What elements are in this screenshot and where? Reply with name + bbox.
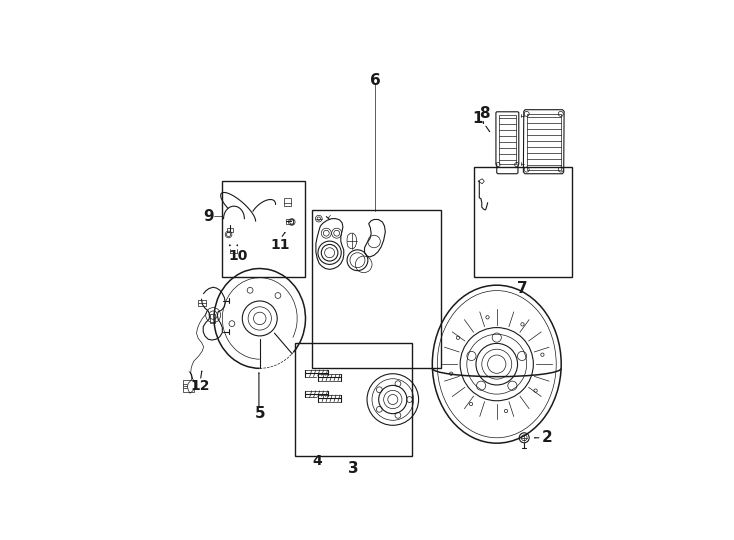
Text: 8: 8 [479, 106, 490, 122]
Bar [295, 343, 412, 456]
Bar [284, 198, 291, 206]
Text: 2: 2 [541, 430, 552, 445]
Text: 6: 6 [370, 73, 381, 87]
Bar [474, 167, 572, 277]
Text: 10: 10 [228, 249, 248, 263]
Bar [198, 300, 206, 306]
Bar [222, 181, 305, 277]
Bar [210, 314, 215, 322]
Text: 12: 12 [191, 379, 210, 393]
Text: 1: 1 [473, 111, 483, 126]
Bar [184, 380, 194, 392]
Bar [312, 210, 440, 368]
Text: 11: 11 [270, 238, 289, 252]
Text: 3: 3 [348, 462, 359, 476]
Text: 7: 7 [517, 281, 528, 295]
Bar [227, 228, 233, 232]
Text: 5: 5 [255, 406, 266, 421]
Bar [286, 219, 293, 224]
Text: 4: 4 [312, 455, 322, 469]
Text: 9: 9 [204, 208, 214, 224]
